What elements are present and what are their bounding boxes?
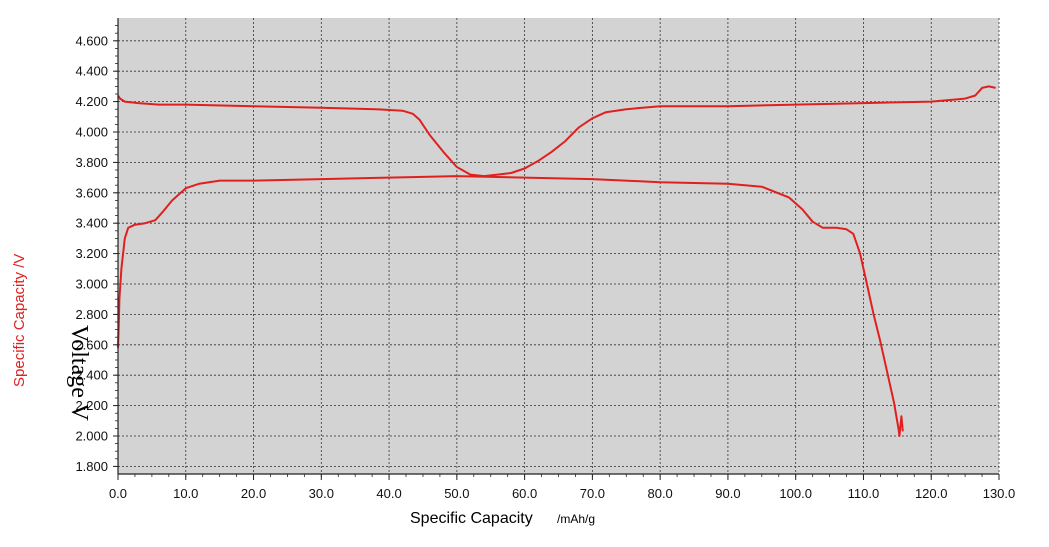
y-tick-label: 3.800	[75, 155, 108, 170]
series-line-2	[117, 175, 904, 437]
x-tick-label: 70.0	[580, 486, 605, 501]
x-tick-label: 80.0	[647, 486, 672, 501]
y-axis-label-overlay: Voltage V	[66, 325, 92, 421]
x-tick-label: 120.0	[915, 486, 948, 501]
series-line-1	[117, 85, 996, 178]
y-tick-label: 4.200	[75, 94, 108, 109]
x-axis-unit: /mAh/g	[557, 512, 595, 526]
y-tick-label: 2.400	[75, 368, 108, 383]
y-tick-label: 2.000	[75, 429, 108, 444]
y-tick-label: 2.600	[75, 337, 108, 352]
x-tick-label: 30.0	[309, 486, 334, 501]
y-tick-label: 1.800	[75, 459, 108, 474]
y-axis-label: Specific Capacity /V	[11, 254, 28, 387]
x-tick-label: 110.0	[848, 486, 880, 501]
y-tick-label: 4.400	[75, 64, 108, 79]
plot-background	[118, 18, 999, 474]
y-tick-label: 2.200	[75, 398, 108, 413]
x-tick-label: 50.0	[444, 486, 469, 501]
y-tick-label: 3.600	[75, 185, 108, 200]
y-tick-label: 3.400	[75, 216, 108, 231]
x-tick-label: 0.0	[109, 486, 127, 501]
x-ticks: 0.0 10.0 20.0 30.0 40.0 50.0 60.0 70.0 80.0 90.0 1…	[109, 474, 1015, 501]
y-tick-label: 2.800	[75, 307, 108, 322]
x-tick-label: 100.0	[779, 486, 812, 501]
x-tick-label: 40.0	[376, 486, 401, 501]
x-tick-label: 60.0	[512, 486, 537, 501]
x-tick-label: 10.0	[173, 486, 198, 501]
x-axis-label: Specific Capacity	[410, 510, 533, 527]
x-tick-label: 130.0	[983, 486, 1016, 501]
x-tick-label: 20.0	[241, 486, 266, 501]
y-ticks: 1.800 2.000 2.200 2.400 2.600 2.800 3.000 3.200…	[75, 25, 118, 474]
y-tick-label: 3.200	[75, 246, 108, 261]
y-tick-label: 4.600	[75, 33, 108, 48]
y-tick-label: 3.000	[75, 277, 108, 292]
x-tick-label: 90.0	[715, 486, 740, 501]
grid	[118, 18, 1000, 474]
series-group	[117, 85, 996, 437]
y-tick-label: 4.000	[75, 125, 108, 140]
